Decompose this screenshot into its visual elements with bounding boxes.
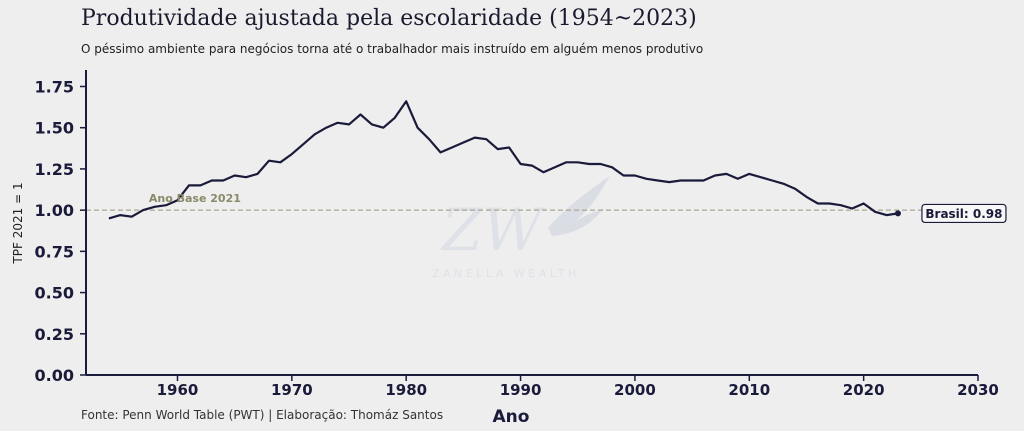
x-tick-label: 2000	[614, 381, 656, 399]
watermark-text: ZANELLA WEALTH	[432, 267, 580, 280]
x-tick-label: 2020	[843, 381, 885, 399]
y-tick-label: 1.50	[35, 119, 74, 138]
end-label-box	[921, 203, 1007, 224]
source-note: Fonte: Penn World Table (PWT) | Elaboraç…	[81, 408, 444, 422]
end-label-text: Brasil: 0.98	[925, 207, 1002, 221]
y-tick-label: 0.75	[35, 242, 74, 261]
reference-line-label: Ano Base 2021	[149, 192, 241, 205]
watermark-wing-icon	[548, 176, 610, 236]
y-tick-label: 1.25	[35, 160, 74, 179]
y-tick-label: 0.25	[35, 325, 74, 344]
y-axis-title: TPF 2021 = 1	[11, 182, 25, 264]
y-tick-label: 1.00	[35, 201, 74, 220]
series-line-brasil	[108, 100, 899, 220]
chart-title: Produtividade ajustada pela escolaridade…	[81, 6, 697, 31]
y-axis: 0.00 0.25 0.50 0.75 1.00 1.25 1.50 1.75 TPF 2021…	[11, 70, 87, 385]
x-tick-label: 1980	[385, 381, 427, 399]
chart-subtitle: O péssimo ambiente para negócios torna a…	[81, 42, 704, 56]
y-tick-label: 0.50	[35, 284, 74, 303]
watermark: ZW ZANELLA WEALTH	[432, 176, 610, 280]
x-tick-label: 2030	[957, 381, 999, 399]
x-tick-label: 2010	[728, 381, 770, 399]
y-tick-label: 1.75	[35, 77, 74, 96]
y-tick-label: 0.00	[35, 366, 74, 385]
x-tick-label: 1960	[157, 381, 199, 399]
watermark-monogram: ZW	[440, 196, 546, 264]
end-label: Brasil: 0.98	[921, 203, 1007, 224]
last-point-marker	[894, 210, 901, 217]
x-tick-label: 1990	[500, 381, 542, 399]
x-axis-title: Ano	[493, 407, 530, 427]
x-axis: 1960 1970 1980 1990 2000 2010 2020 2030 Ano	[86, 374, 999, 427]
x-tick-label: 1970	[271, 381, 313, 399]
